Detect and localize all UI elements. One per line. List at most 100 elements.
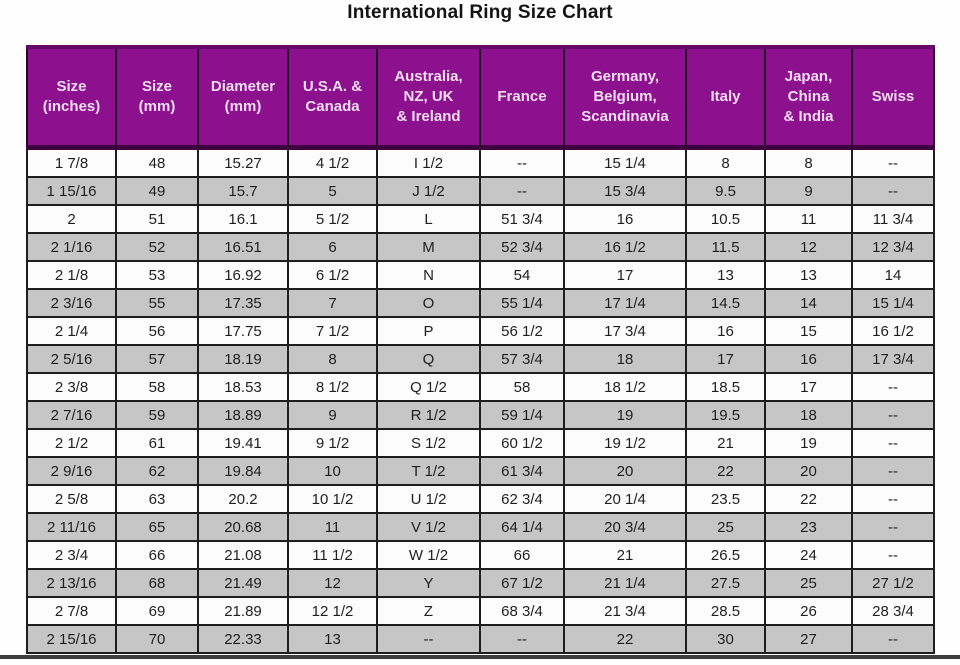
table-cell: 15 1/4 [851,288,935,318]
table-row: 2 1/4 56 17.75 7 1/2 P 56 1/2 17 3/4 16 15 16 1/2 [26,316,935,346]
table-cell: 25 [764,568,853,598]
table-cell: -- [851,372,935,402]
table-cell: -- [851,540,935,570]
table-cell: J 1/2 [376,176,481,206]
table-cell: 66 [115,540,199,570]
column-header: France [479,45,565,150]
table-cell: 19 1/2 [563,428,687,458]
table-cell: 20.68 [197,512,289,542]
column-header: Italy [685,45,766,150]
table-cell: -- [851,512,935,542]
table-cell: 19 [764,428,853,458]
table-cell: 20 1/4 [563,484,687,514]
table-cell: 8 [685,146,766,178]
table-cell: -- [479,624,565,654]
table-cell: 19.41 [197,428,289,458]
table-cell: 2 13/16 [26,568,117,598]
table-cell: 16 [685,316,766,346]
table-row: 2 3/8 58 18.53 8 1/2 Q 1/2 58 18 1/2 18.5 17 -- [26,372,935,402]
table-cell: Q [376,344,481,374]
table-cell: 21 3/4 [563,596,687,626]
table-cell: 18.19 [197,344,289,374]
table-cell: 14 [764,288,853,318]
table-cell: 26.5 [685,540,766,570]
table-cell: 59 1/4 [479,400,565,430]
table-cell: 2 15/16 [26,624,117,654]
bottom-divider [0,655,960,659]
table-cell: 61 [115,428,199,458]
table-cell: W 1/2 [376,540,481,570]
table-cell: 22 [685,456,766,486]
table-cell: 49 [115,176,199,206]
table-cell: 10.5 [685,204,766,234]
table-cell: 64 1/4 [479,512,565,542]
table-cell: 21 [563,540,687,570]
table-row: 2 11/16 65 20.68 11 V 1/2 64 1/4 20 3/4 25 23 -- [26,512,935,542]
table-cell: 20.2 [197,484,289,514]
table-cell: 18.89 [197,400,289,430]
table-cell: 9.5 [685,176,766,206]
table-cell: 4 1/2 [287,146,378,178]
table-cell: S 1/2 [376,428,481,458]
table-cell: 14 [851,260,935,290]
table-cell: 16.1 [197,204,289,234]
table-cell: M [376,232,481,262]
table-cell: 27.5 [685,568,766,598]
table-cell: L [376,204,481,234]
table-cell: 16 1/2 [851,316,935,346]
table-cell: 22 [764,484,853,514]
table-cell: 16 1/2 [563,232,687,262]
table-cell: 17.75 [197,316,289,346]
table-cell: 21.08 [197,540,289,570]
table-row: 1 7/8 48 15.27 4 1/2 I 1/2 -- 15 1/4 8 8 -- [26,146,935,178]
table-cell: 13 [764,260,853,290]
table-cell: 15.27 [197,146,289,178]
table-cell: 10 1/2 [287,484,378,514]
table-cell: 23.5 [685,484,766,514]
table-cell: -- [851,176,935,206]
table-cell: 2 7/8 [26,596,117,626]
table-cell: 18 [563,344,687,374]
table-cell: 18.5 [685,372,766,402]
table-cell: 5 1/2 [287,204,378,234]
table-cell: 20 3/4 [563,512,687,542]
table-cell: -- [851,428,935,458]
table-cell: 12 3/4 [851,232,935,262]
table-cell: V 1/2 [376,512,481,542]
table-cell: 9 [287,400,378,430]
table-cell: 15 [764,316,853,346]
table-row: 2 1/16 52 16.51 6 M 52 3/4 16 1/2 11.5 12 12 3/4 [26,232,935,262]
table-cell: 14.5 [685,288,766,318]
table-row: 2 5/16 57 18.19 8 Q 57 3/4 18 17 16 17 3/4 [26,344,935,374]
table-cell: O [376,288,481,318]
table-cell: Z [376,596,481,626]
table-cell: N [376,260,481,290]
table-cell: 26 [764,596,853,626]
table-cell: 15.7 [197,176,289,206]
table-cell: 17 [764,372,853,402]
table-cell: 2 5/8 [26,484,117,514]
table-cell: -- [851,456,935,486]
table-cell: 69 [115,596,199,626]
table-cell: 58 [479,372,565,402]
table-cell: 2 1/2 [26,428,117,458]
table-cell: 56 1/2 [479,316,565,346]
table-cell: 68 [115,568,199,598]
table-cell: 2 1/8 [26,260,117,290]
table-cell: 60 1/2 [479,428,565,458]
table-cell: 2 3/16 [26,288,117,318]
table-cell: 22 [563,624,687,654]
table-cell: 21.49 [197,568,289,598]
table-cell: 15 3/4 [563,176,687,206]
table-cell: 51 3/4 [479,204,565,234]
table-cell: 12 [764,232,853,262]
table-cell: -- [479,146,565,178]
table-cell: 57 3/4 [479,344,565,374]
table-row: 1 15/16 49 15.7 5 J 1/2 -- 15 3/4 9.5 9 -- [26,176,935,206]
table-cell: 21 [685,428,766,458]
table-cell: 27 [764,624,853,654]
table-cell: 11 1/2 [287,540,378,570]
table-cell: 2 1/16 [26,232,117,262]
table-cell: 2 3/8 [26,372,117,402]
